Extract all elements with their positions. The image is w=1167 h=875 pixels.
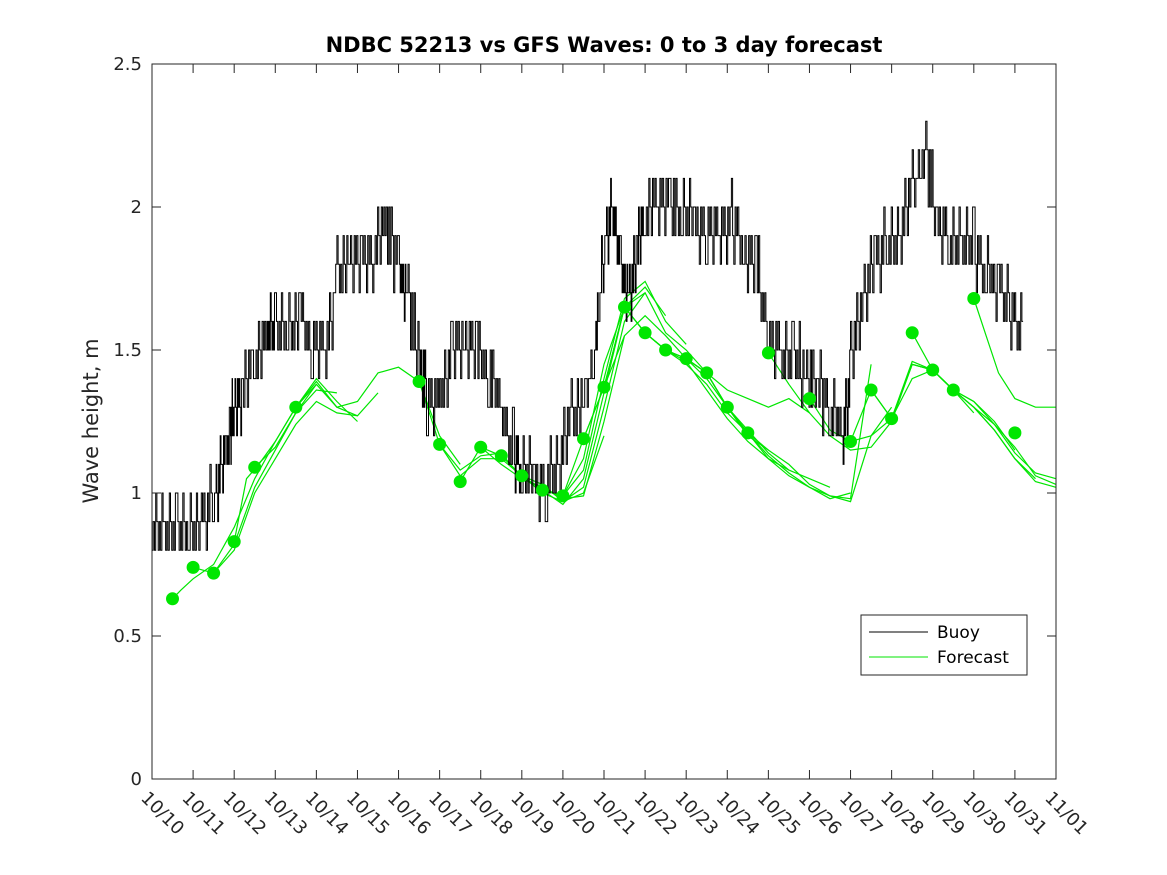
forecast-marker-9: [474, 440, 488, 454]
forecast-marker-14: [577, 432, 590, 446]
forecast-marker-18: [659, 343, 673, 357]
x-tick-label: 10/16: [383, 788, 435, 840]
legend: Buoy Forecast: [860, 614, 1028, 676]
chart-title: NDBC 52213 vs GFS Waves: 0 to 3 day fore…: [326, 33, 883, 57]
forecast-line-21: [726, 406, 893, 503]
x-tick-label: 10/15: [342, 788, 394, 840]
x-tick-label: 10/13: [260, 788, 312, 840]
x-tick-label: 10/14: [301, 788, 353, 840]
forecast-marker-4: [248, 460, 262, 474]
x-tick-label: 10/21: [588, 788, 640, 840]
x-tick-label: 10/30: [958, 788, 1010, 840]
forecast-marker-0: [166, 592, 179, 606]
x-tick-label: 10/11: [178, 788, 230, 840]
forecast-marker-25: [844, 435, 857, 448]
y-axis: 0 0.5 1 1.5 2 2.5: [113, 54, 1056, 790]
x-tick-label: 10/27: [835, 788, 887, 840]
forecast-marker-5: [289, 400, 303, 414]
x-tick-label: 10/10: [136, 788, 188, 840]
forecast-marker-27: [885, 412, 899, 426]
x-tick-label: 10/20: [547, 788, 599, 840]
forecast-marker-26: [864, 383, 878, 397]
buoy-line: [152, 120, 1024, 551]
x-tick-label: 10/29: [917, 788, 969, 840]
legend-forecast-label: Forecast: [937, 648, 1009, 668]
forecast-line-29: [973, 298, 1056, 408]
forecast-line-3: [233, 377, 358, 542]
legend-box: [860, 614, 1028, 676]
forecast-marker-30: [946, 383, 960, 397]
x-tick-label: 10/17: [424, 788, 476, 840]
buoy-series: [152, 120, 1024, 551]
x-tick-label: 10/12: [219, 788, 271, 840]
forecast-marker-21: [720, 400, 734, 414]
forecast-marker-22: [741, 426, 755, 440]
x-tick-label: 10/24: [712, 788, 764, 840]
forecast-marker-7: [433, 437, 447, 451]
forecast-marker-24: [803, 392, 816, 406]
forecast-marker-10: [494, 449, 508, 463]
forecast-line-5: [295, 366, 461, 465]
forecast-marker-6: [412, 375, 426, 388]
forecast-marker-1: [186, 560, 200, 574]
forecast-marker-19: [679, 352, 693, 366]
x-tick-label: 10/23: [671, 788, 723, 840]
forecast-marker-20: [700, 366, 714, 380]
forecast-marker-8: [453, 475, 467, 489]
forecast-marker-15: [597, 380, 611, 394]
forecast-line-4: [254, 383, 379, 468]
forecast-marker-17: [638, 326, 652, 340]
y-tick-label: 0: [131, 769, 142, 790]
forecast-marker-31: [967, 292, 981, 305]
x-tick-label: 10/22: [630, 788, 682, 840]
y-tick-label: 2.5: [113, 54, 142, 75]
legend-buoy-label: Buoy: [937, 623, 980, 643]
forecast-marker-3: [227, 535, 241, 549]
x-tick-label: 10/28: [876, 788, 928, 840]
forecast-marker-23: [761, 346, 775, 360]
forecast-marker-12: [535, 483, 549, 497]
x-tick-label: 10/18: [465, 788, 517, 840]
forecast-markers: [166, 292, 1022, 606]
x-tick-label: 10/31: [999, 788, 1051, 840]
x-tick-label: 11/01: [1040, 788, 1092, 840]
forecast-marker-13: [556, 489, 570, 503]
y-tick-label: 1: [131, 483, 142, 504]
forecast-marker-11: [515, 469, 529, 483]
y-axis-label: Wave height, m: [79, 338, 103, 503]
x-tick-label: 10/25: [753, 788, 805, 840]
y-tick-label: 1.5: [113, 340, 142, 361]
y-tick-label: 2: [131, 197, 142, 218]
forecast-marker-32: [1008, 426, 1022, 440]
x-tick-label: 10/19: [506, 788, 558, 840]
x-tick-label: 10/26: [794, 788, 846, 840]
forecast-marker-29: [926, 363, 940, 377]
y-tick-label: 0.5: [113, 626, 142, 647]
forecast-marker-16: [618, 300, 631, 314]
forecast-marker-2: [207, 566, 221, 580]
forecast-marker-28: [905, 326, 919, 340]
